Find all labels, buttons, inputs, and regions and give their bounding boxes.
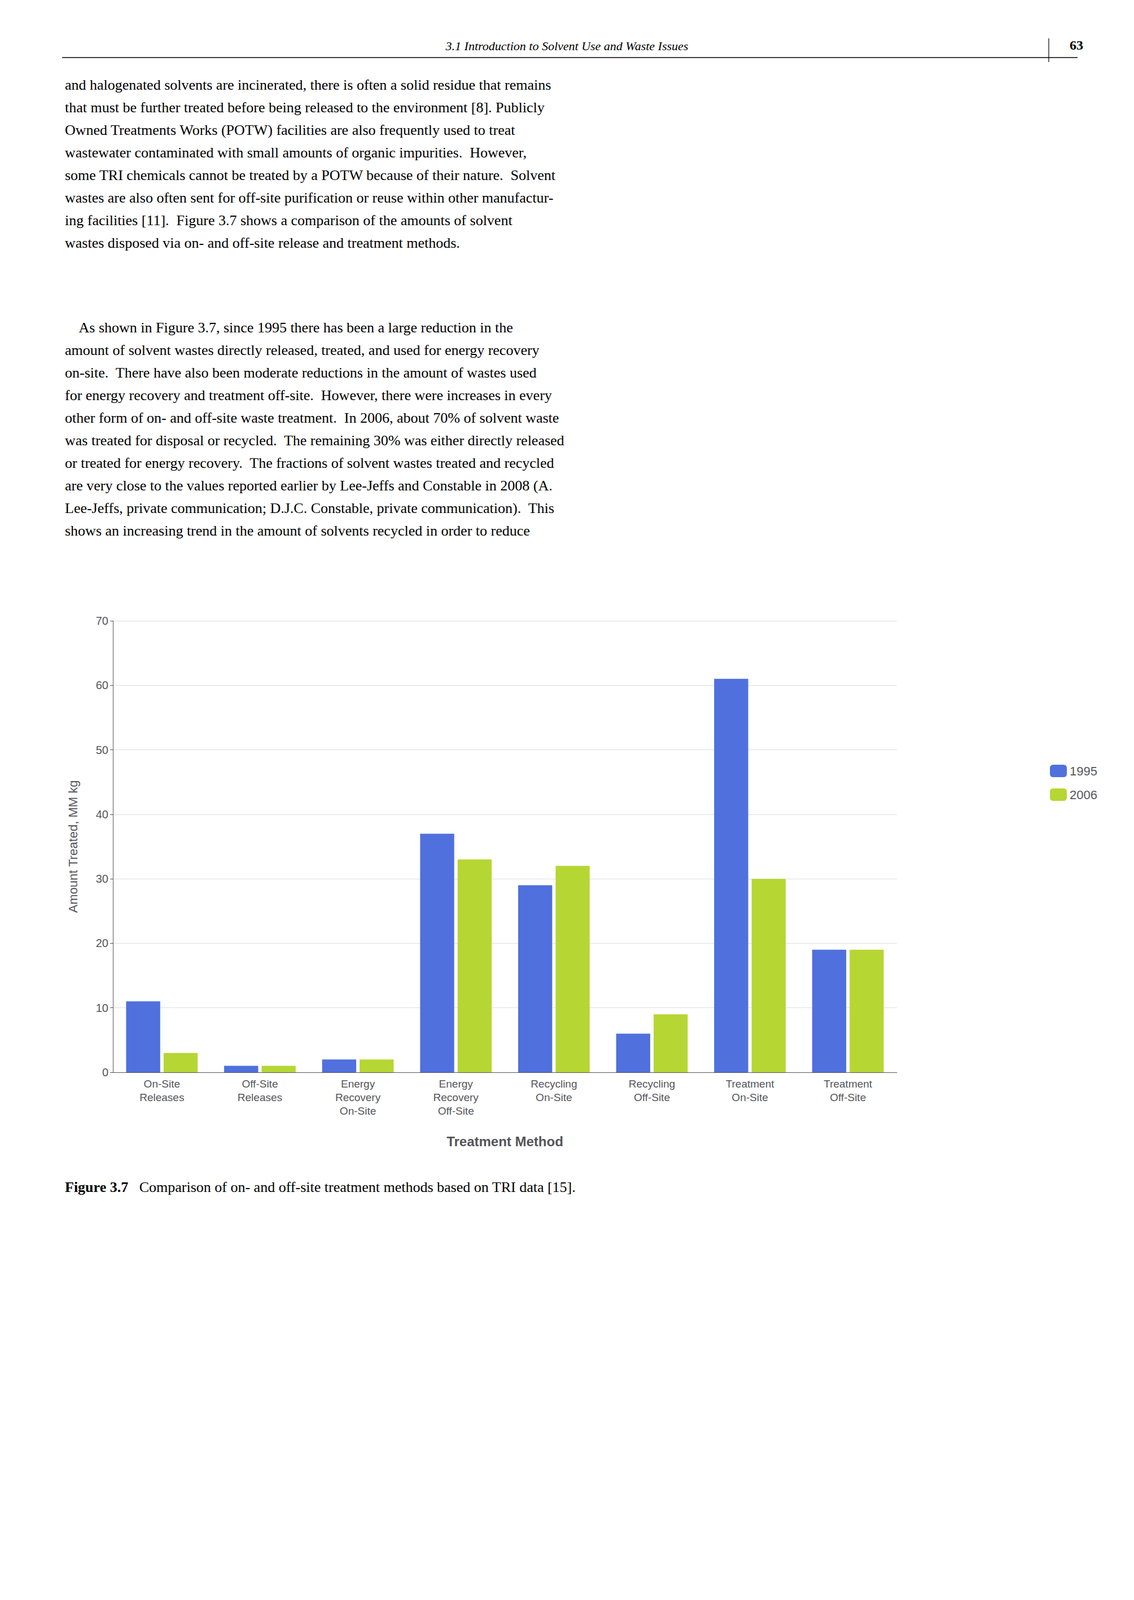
svg-text:wastewater contaminated with s: wastewater contaminated with small amoun… xyxy=(64,144,527,161)
svg-text:Treatment Method: Treatment Method xyxy=(446,1134,564,1150)
svg-text:Recycling: Recycling xyxy=(530,1078,577,1090)
svg-text:50: 50 xyxy=(95,743,109,757)
svg-text:2006: 2006 xyxy=(1069,787,1098,803)
svg-text:40: 40 xyxy=(95,808,109,821)
svg-text:wastes are also often sent for: wastes are also often sent for off-site … xyxy=(64,189,554,207)
svg-text:Off-Site: Off-Site xyxy=(633,1091,671,1104)
svg-text:Figure 3.7: Figure 3.7 xyxy=(64,1179,129,1196)
svg-text:for energy recovery and treatm: for energy recovery and treatment off-si… xyxy=(64,387,553,404)
svg-text:Off-Site: Off-Site xyxy=(829,1091,866,1104)
svg-text:Off-Site: Off-Site xyxy=(438,1105,475,1118)
svg-text:On-Site: On-Site xyxy=(535,1091,572,1104)
svg-text:1995: 1995 xyxy=(1069,764,1098,779)
svg-text:on-site. There have also been: on-site. There have also been moderate r… xyxy=(64,364,537,382)
svg-text:30: 30 xyxy=(95,872,109,886)
svg-text:other form of on- and off-site: other form of on- and off-site waste tre… xyxy=(64,409,559,427)
svg-text:On-Site: On-Site xyxy=(339,1105,376,1118)
svg-text:shows an increasing trend in t: shows an increasing trend in the amount … xyxy=(64,522,531,540)
svg-text:was treated for disposal or re: was treated for disposal or recycled. Th… xyxy=(64,432,565,449)
svg-text:Recovery: Recovery xyxy=(335,1091,382,1104)
svg-text:On-Site: On-Site xyxy=(731,1091,768,1104)
svg-text:are very close to the values r: are very close to the values reported ea… xyxy=(64,477,553,494)
svg-text:Owned Treatments Works (POTW): Owned Treatments Works (POTW) facilities… xyxy=(64,121,516,139)
svg-text:Off-Site: Off-Site xyxy=(241,1078,278,1090)
svg-text:As shown in Figure 3.7, since: As shown in Figure 3.7, since 1995 there… xyxy=(64,319,514,336)
svg-text:Lee-Jeffs, private communicati: Lee-Jeffs, private communication; D.J.C.… xyxy=(64,500,555,517)
svg-text:10: 10 xyxy=(95,1001,109,1015)
svg-text:Releases: Releases xyxy=(139,1091,185,1104)
svg-text:Treatment: Treatment xyxy=(823,1078,873,1090)
svg-text:Comparison of on- and off-site: Comparison of on- and off-site treatment… xyxy=(128,1179,576,1196)
svg-text:Energy: Energy xyxy=(340,1078,376,1090)
svg-text:Recycling: Recycling xyxy=(628,1078,676,1090)
svg-text:20: 20 xyxy=(95,937,109,950)
svg-text:wastes disposed via on- and of: wastes disposed via on- and off-site rel… xyxy=(64,234,461,252)
svg-text:amount of solvent wastes direc: amount of solvent wastes directly releas… xyxy=(64,342,540,359)
svg-text:Recovery: Recovery xyxy=(433,1091,480,1104)
svg-text:and halogenated solvents are i: and halogenated solvents are incinerated… xyxy=(64,76,551,94)
svg-text:3.1 Introduction to Solvent Us: 3.1 Introduction to Solvent Use and Wast… xyxy=(445,38,689,54)
svg-text:Amount Treated, MM kg: Amount Treated, MM kg xyxy=(66,780,81,914)
svg-text:0: 0 xyxy=(102,1066,109,1079)
svg-text:Releases: Releases xyxy=(237,1091,283,1104)
svg-text:that must be further treated b: that must be further treated before bein… xyxy=(64,99,545,116)
svg-text:70: 70 xyxy=(95,614,109,628)
svg-text:some TRI chemicals cannot be t: some TRI chemicals cannot be treated by … xyxy=(64,167,556,184)
svg-text:63: 63 xyxy=(1069,37,1084,53)
svg-text:On-Site: On-Site xyxy=(143,1078,181,1090)
svg-text:60: 60 xyxy=(95,679,109,692)
svg-text:ing facilities [11]. Figure 3: ing facilities [11]. Figure 3.7 shows a … xyxy=(64,212,513,229)
svg-text:Treatment: Treatment xyxy=(725,1078,776,1090)
svg-text:or treated for energy recovery: or treated for energy recovery. The frac… xyxy=(64,454,555,472)
svg-text:Energy: Energy xyxy=(439,1078,474,1090)
